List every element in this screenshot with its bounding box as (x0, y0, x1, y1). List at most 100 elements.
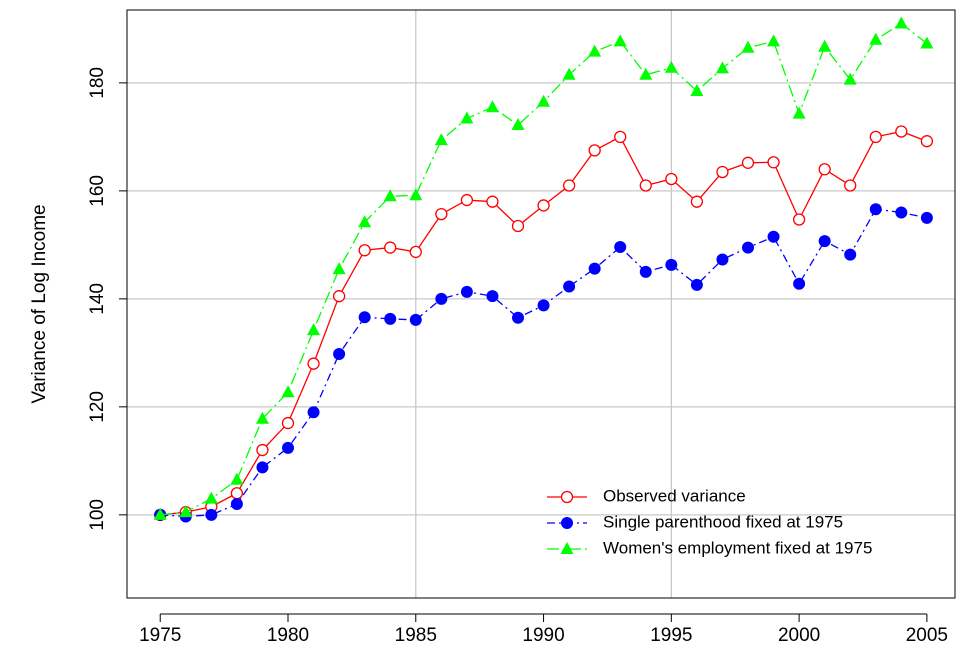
point (639, 179, 652, 192)
point (230, 498, 243, 511)
point (537, 299, 550, 312)
point (204, 491, 218, 504)
point (205, 508, 218, 521)
point (562, 179, 576, 192)
point (511, 118, 525, 131)
point (179, 505, 193, 518)
point (384, 312, 397, 325)
point (767, 34, 781, 47)
point (358, 311, 371, 324)
point (613, 34, 627, 47)
legend-marker (560, 542, 574, 554)
point (435, 292, 448, 305)
point (153, 507, 167, 520)
legend-label: Observed variance (603, 486, 746, 505)
point (435, 207, 448, 221)
point (818, 39, 832, 52)
point (818, 163, 831, 176)
point (230, 472, 244, 485)
point (843, 72, 857, 85)
point (920, 211, 933, 224)
x-tick-label: 1990 (522, 625, 564, 646)
point (690, 195, 704, 208)
point (307, 323, 321, 336)
plot-frame (126, 9, 956, 599)
x-tick-label: 1980 (267, 625, 309, 646)
point (690, 83, 704, 96)
point (767, 156, 780, 169)
point (512, 311, 524, 324)
y-tick-label: 180 (87, 67, 108, 99)
point (614, 241, 627, 254)
point (358, 244, 371, 257)
point (895, 125, 908, 138)
point (767, 230, 780, 243)
point (562, 67, 576, 80)
point (920, 135, 934, 148)
point (639, 67, 653, 80)
point (486, 195, 499, 208)
point (741, 156, 755, 169)
point (664, 60, 678, 73)
legend: Observed variance Single parenthood fixed… (547, 486, 872, 557)
point (614, 130, 627, 144)
point (792, 106, 806, 119)
y-tick-label: 120 (87, 391, 108, 423)
point (793, 277, 806, 290)
point (844, 179, 857, 192)
point (332, 290, 346, 303)
point (409, 188, 423, 201)
point (230, 487, 244, 500)
point (715, 61, 729, 74)
point (716, 253, 729, 266)
point (537, 94, 551, 107)
point (409, 313, 422, 326)
legend-marker (560, 490, 574, 504)
point (665, 258, 678, 271)
point (255, 411, 269, 424)
point (511, 219, 525, 233)
point (282, 441, 294, 454)
x-tick-label: 2000 (778, 625, 820, 646)
point (384, 241, 397, 254)
point (894, 16, 908, 29)
point (307, 357, 320, 370)
point (895, 206, 908, 219)
y-axis-label: Variance of Log Income (29, 204, 50, 403)
point (281, 385, 295, 398)
x-tick-label: 2005 (906, 625, 948, 646)
point (256, 461, 269, 474)
point (307, 406, 320, 419)
point (869, 130, 882, 144)
x-tick-label: 1985 (395, 625, 437, 646)
point (486, 290, 499, 303)
point (920, 36, 934, 49)
point (792, 213, 806, 226)
point (869, 203, 882, 216)
y-tick-label: 140 (87, 283, 108, 315)
point (460, 193, 474, 207)
point (409, 245, 422, 259)
point (665, 172, 678, 186)
point (333, 347, 346, 360)
point (460, 285, 473, 298)
point (844, 248, 857, 261)
point (256, 443, 269, 457)
point (588, 262, 601, 275)
point (383, 189, 397, 202)
y-tick-label: 100 (87, 499, 108, 531)
point (563, 280, 576, 293)
x-tick-label: 1975 (139, 625, 181, 646)
series-line (160, 208, 928, 518)
point (460, 111, 474, 124)
point (434, 133, 448, 146)
point (281, 416, 295, 430)
point (588, 144, 601, 157)
legend-marker (561, 517, 573, 529)
point (537, 199, 550, 212)
point (690, 278, 703, 291)
legend-label: Women's employment fixed at 1975 (603, 538, 872, 557)
legend-label: Single parenthood fixed at 1975 (603, 512, 843, 531)
point (588, 44, 602, 57)
